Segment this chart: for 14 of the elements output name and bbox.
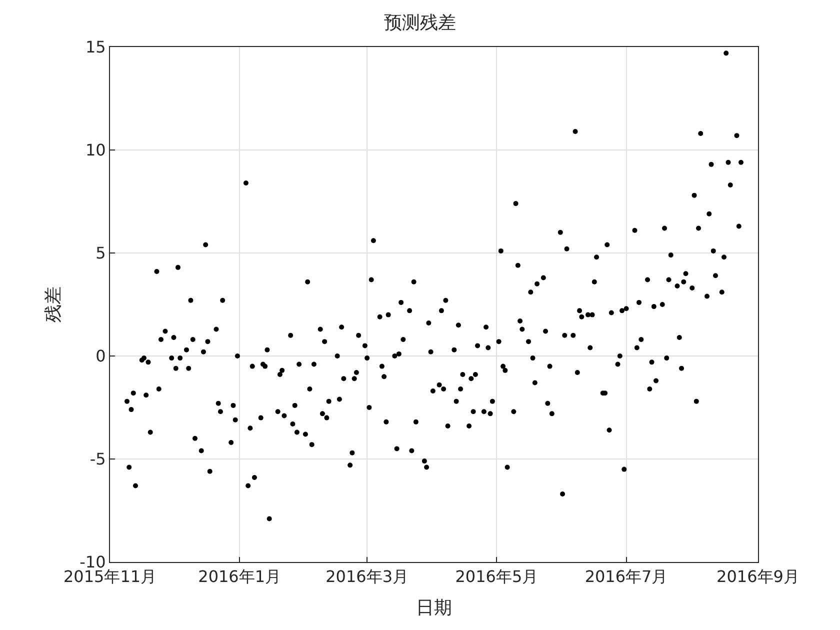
- y-tick-label: 0: [96, 346, 106, 366]
- y-tick-label: 15: [85, 38, 106, 57]
- x-tick-label: 2016年3月: [326, 567, 409, 586]
- chart-title: 预测残差: [384, 12, 456, 34]
- y-tick-label: -5: [90, 450, 106, 469]
- x-tick-label: 2015年11月: [63, 567, 157, 586]
- x-tick-label: 2016年7月: [584, 567, 668, 586]
- y-tick-label: 5: [96, 244, 106, 263]
- x-axis-title: 日期: [416, 597, 452, 618]
- x-tick-label: 2016年9月: [716, 567, 800, 586]
- x-tick-label: 2016年5月: [455, 567, 538, 586]
- x-tick-label: 2016年1月: [198, 567, 282, 586]
- y-tick-label: 10: [85, 140, 106, 160]
- y-axis-title: 残差: [42, 286, 64, 322]
